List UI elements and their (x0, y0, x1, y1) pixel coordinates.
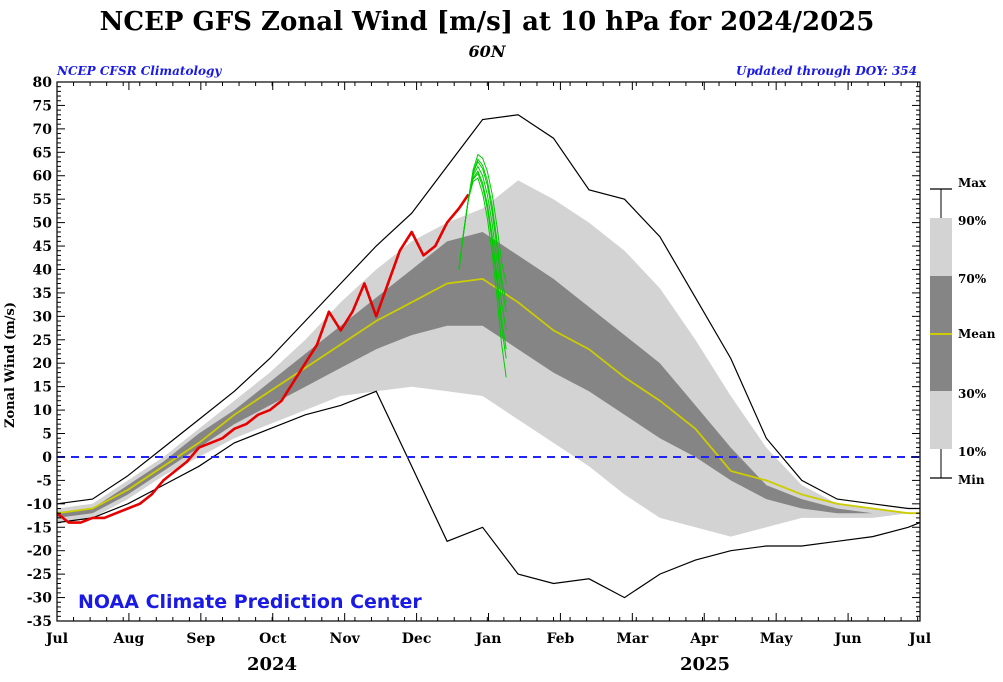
x-tick-label: Apr (689, 631, 719, 647)
legend-label-p70: 70% (958, 272, 987, 286)
y-tick-label: 25 (33, 333, 52, 349)
y-tick-label: 30 (33, 309, 53, 325)
y-tick-label: -30 (27, 591, 53, 607)
x-tick-label: Jun (833, 631, 862, 647)
y-tick-label: 40 (33, 262, 53, 278)
x-tick-label: May (760, 631, 794, 647)
y-tick-label: 70 (33, 122, 53, 138)
y-tick-label: 45 (33, 239, 52, 255)
y-tick-label: 50 (33, 216, 53, 232)
band-10-90 (57, 180, 920, 537)
year-label-2024: 2024 (247, 654, 297, 675)
y-tick-label: 15 (33, 380, 52, 396)
y-tick-label: -20 (27, 544, 53, 560)
x-tick-label: Jan (474, 631, 502, 647)
y-tick-label: -15 (27, 520, 52, 536)
x-tick-label: Sep (186, 631, 215, 647)
legend: Max 90% 70% Mean 30% 10% Min (930, 176, 996, 487)
legend-label-max: Max (958, 176, 987, 190)
legend-label-p90: 90% (958, 214, 987, 228)
y-tick-label: -5 (36, 473, 52, 489)
y-tick-label: 75 (33, 98, 52, 114)
y-tick-label: 55 (33, 192, 52, 208)
y-tick-label: 5 (42, 427, 52, 443)
y-tick-label: -25 (27, 567, 52, 583)
x-axis: Jul Aug Sep Oct Nov Dec Jan Feb Mar Apr May Jun Jul (44, 82, 931, 647)
x-tick-label: Feb (546, 631, 574, 647)
y-tick-label: 80 (33, 75, 53, 91)
y-tick-label: 35 (33, 286, 52, 302)
forecast-member-line (458, 170, 507, 350)
band-30-70 (57, 232, 920, 518)
chart-title: NCEP GFS Zonal Wind [m/s] at 10 hPa for … (100, 7, 875, 37)
y-tick-label: 60 (33, 169, 53, 185)
series-min-line (57, 390, 920, 599)
x-tick-label: Jul (907, 631, 931, 647)
climatology-note: NCEP CFSR Climatology (56, 64, 222, 78)
y-tick-label: 0 (42, 450, 52, 466)
x-tick-label: Dec (402, 631, 432, 647)
legend-label-p30: 30% (958, 387, 987, 401)
y-tick-label: 65 (33, 145, 52, 161)
plot-area (56, 81, 921, 622)
y-axis: 80757065605550454035302520151050-5-10-15… (27, 75, 920, 630)
x-tick-label: Aug (112, 631, 144, 647)
legend-label-min: Min (958, 473, 985, 487)
legend-label-p10: 10% (958, 445, 987, 459)
x-tick-label: Oct (259, 631, 287, 647)
y-tick-label: 20 (33, 356, 53, 372)
y-axis-label: Zonal Wind (m/s) (3, 302, 18, 428)
legend-label-mean: Mean (958, 327, 996, 341)
x-tick-label: Nov (330, 631, 361, 647)
y-tick-label: -10 (27, 497, 53, 513)
series-max-line (57, 114, 920, 510)
year-label-2025: 2025 (680, 654, 730, 675)
y-tick-label: 10 (33, 403, 53, 419)
y-tick-label: -35 (27, 614, 52, 630)
chart-subtitle: 60N (469, 42, 507, 61)
update-note: Updated through DOY: 354 (736, 64, 917, 78)
x-tick-label: Mar (616, 631, 649, 647)
series-observed-line (57, 193, 470, 524)
credit-label: NOAA Climate Prediction Center (78, 591, 422, 613)
x-tick-label: Jul (44, 631, 68, 647)
